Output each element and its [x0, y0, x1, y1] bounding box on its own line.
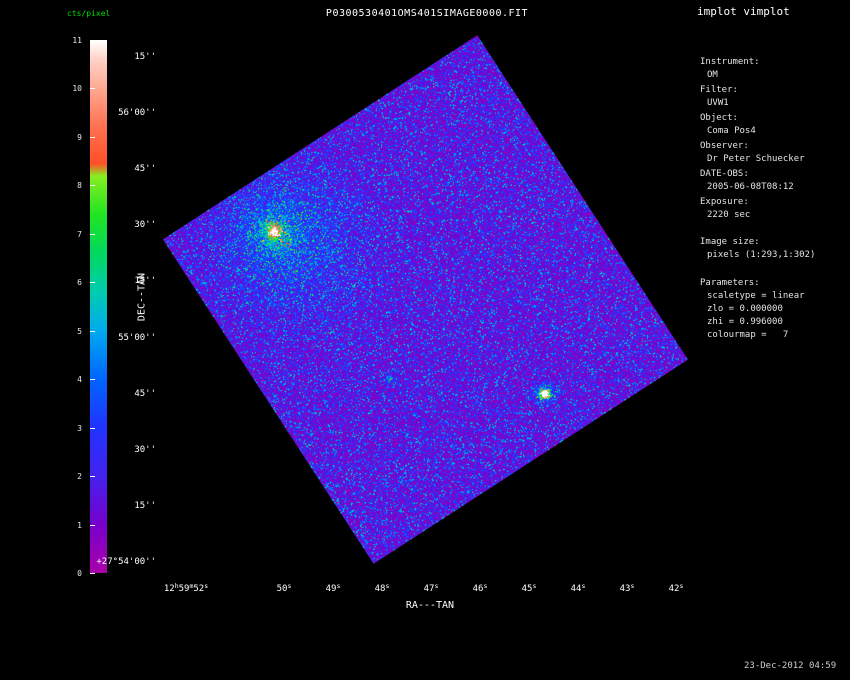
colorbar-tick-value: 2: [77, 472, 82, 482]
colorbar-tick-mark: [90, 136, 95, 138]
dec-tick-label: 15'': [134, 52, 156, 62]
info-field-label: Parameters:: [700, 278, 760, 288]
colorbar-tick-value: 6: [77, 278, 82, 288]
info-field-value: Coma Pos4: [707, 126, 756, 136]
dec-tick-label: +27°54'00'': [96, 557, 156, 567]
colorbar-tick-value: 7: [77, 229, 82, 239]
plot-title: P0300530401OMS401SIMAGE0000.FIT: [325, 8, 529, 19]
colorbar-tick-value: 11: [72, 36, 82, 45]
colorbar-tick-mark: [90, 573, 95, 574]
dec-tick-label: 56'00'': [118, 108, 156, 118]
info-field-value: UVW1: [707, 98, 729, 108]
colorbar-tick-mark: [90, 476, 95, 478]
colorbar: [90, 40, 107, 573]
colorbar-tick-value: 10: [72, 84, 82, 94]
ra-tick-label: 46s: [472, 582, 488, 594]
colorbar-tick-value: 9: [77, 132, 82, 142]
dec-tick-label: 55'00'': [118, 333, 156, 343]
ra-tick-label: 42s: [668, 582, 684, 594]
info-field-value: colourmap = 7: [707, 330, 789, 340]
dec-tick-label: 15'': [134, 501, 156, 511]
app-name: implot vimplot: [697, 5, 790, 18]
dec-tick-label: 30'': [134, 220, 156, 230]
colorbar-tick-value: 1: [77, 520, 82, 530]
colorbar-tick-value: 3: [77, 423, 82, 433]
info-field-value: 2220 sec: [707, 210, 751, 220]
dec-tick-label: 30'': [134, 445, 156, 455]
colorbar-tick-mark: [90, 88, 95, 90]
ra-tick-label: 43s: [619, 582, 635, 594]
render-timestamp: 23-Dec-2012 04:59: [744, 661, 837, 671]
ra-tick-label: 44s: [570, 582, 586, 594]
info-field-value: 2005-06-08T08:12: [707, 182, 794, 192]
ra-axis-label: RA---TAN: [405, 600, 455, 611]
dec-tick-label: 45'': [134, 164, 156, 174]
colorbar-tick-value: 4: [77, 375, 82, 385]
ra-tick-label: 47s: [423, 582, 439, 594]
colorbar-units-label: cts/pixel: [67, 9, 111, 18]
info-field-value: pixels (1:293,1:302): [707, 250, 816, 260]
colorbar-tick-value: 5: [77, 326, 82, 336]
ra-tick-label: 45s: [521, 582, 537, 594]
dec-axis-label: DEC--TAN: [136, 272, 148, 322]
info-field-value: zlo = 0.000000: [707, 304, 783, 314]
sky-image-canvas: [162, 35, 689, 564]
info-field-value: zhi = 0.996000: [707, 317, 783, 327]
ra-tick-label: 50s: [276, 582, 292, 594]
info-field-label: DATE-OBS:: [700, 169, 749, 179]
info-field-label: Image size:: [700, 237, 760, 247]
ra-tick-label: 49s: [325, 582, 341, 594]
info-field-label: Object:: [700, 113, 738, 123]
info-field-label: Exposure:: [700, 197, 749, 207]
ra-tick-label: 12h59m52s: [163, 582, 209, 594]
colorbar-tick-value: 8: [77, 181, 82, 191]
colorbar-tick-mark: [90, 185, 95, 187]
dec-tick-label: 15'': [134, 276, 156, 286]
info-field-value: Dr Peter Schuecker: [707, 154, 805, 164]
colorbar-tick-mark: [90, 524, 95, 526]
colorbar-tick-mark: [90, 282, 95, 284]
info-field-value: scaletype = linear: [707, 291, 805, 301]
colorbar-tick-mark: [90, 40, 95, 41]
ra-tick-label: 48s: [374, 582, 390, 594]
info-field-label: Observer:: [700, 141, 749, 151]
colorbar-tick-mark: [90, 379, 95, 381]
colorbar-tick-mark: [90, 233, 95, 235]
info-field-label: Instrument:: [700, 57, 760, 67]
colorbar-tick-value: 0: [77, 569, 82, 578]
info-field-value: OM: [707, 70, 718, 80]
colorbar-tick-mark: [90, 330, 95, 332]
dec-tick-label: 45'': [134, 389, 156, 399]
sky-image-frame: [162, 35, 689, 564]
info-field-label: Filter:: [700, 85, 738, 95]
colorbar-tick-mark: [90, 427, 95, 429]
